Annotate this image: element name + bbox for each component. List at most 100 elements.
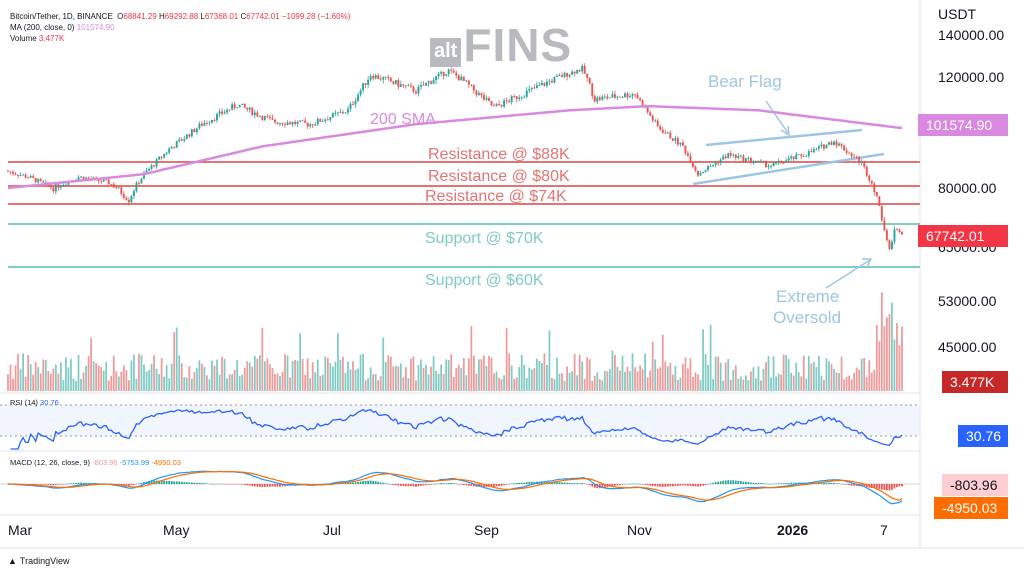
- volume-bar: [357, 368, 359, 391]
- volume-bar: [797, 372, 800, 391]
- macd-histogram-bar: [417, 484, 420, 487]
- candle: [112, 182, 115, 189]
- volume-bar: [676, 379, 679, 391]
- candle: [384, 76, 387, 81]
- price-tick: 120000.00: [938, 69, 1005, 85]
- volume-bar: [858, 369, 861, 391]
- candle: [850, 152, 853, 159]
- macd-histogram-bar: [510, 483, 513, 485]
- macd-histogram-bar: [603, 484, 606, 488]
- volume-bar: [475, 373, 478, 391]
- macd-histogram-bar: [87, 482, 90, 484]
- macd-histogram-bar: [67, 483, 70, 485]
- candle: [236, 106, 239, 109]
- volume-bar: [566, 366, 568, 391]
- candle: [561, 72, 563, 78]
- candle: [127, 197, 130, 206]
- macd-histogram-bar: [734, 480, 737, 484]
- macd-histogram-bar: [566, 482, 568, 484]
- volume-bar: [354, 369, 357, 391]
- macd-histogram-bar: [744, 481, 747, 484]
- candle: [629, 93, 631, 98]
- currency-label[interactable]: USDT: [938, 6, 977, 22]
- macd-histogram-bar: [661, 484, 664, 487]
- volume-bar: [593, 375, 596, 391]
- candle: [120, 186, 123, 197]
- candle: [714, 160, 717, 168]
- volume-bar: [384, 362, 387, 391]
- candle: [704, 170, 707, 173]
- volume-bar: [878, 341, 881, 391]
- macd-histogram-bar: [568, 483, 571, 484]
- volume-bar: [420, 359, 422, 391]
- volume-bar: [70, 358, 72, 391]
- candle: [747, 156, 750, 162]
- candle: [495, 103, 498, 107]
- candle: [241, 103, 244, 105]
- macd-histogram-bar: [593, 484, 596, 488]
- volume-bar: [67, 367, 70, 391]
- candle: [845, 147, 848, 155]
- macd-histogram-bar: [261, 484, 264, 488]
- macd-histogram-bar: [269, 484, 271, 487]
- tradingview-brand[interactable]: ▲ TradingView: [8, 556, 69, 566]
- candle: [865, 165, 868, 178]
- volume-bar: [621, 355, 624, 391]
- candle: [848, 151, 851, 154]
- volume-bar: [636, 371, 639, 391]
- candle: [583, 63, 586, 75]
- macd-histogram-bar: [397, 484, 400, 486]
- macd-histogram-bar: [508, 484, 511, 485]
- macd-histogram-bar: [256, 484, 259, 487]
- candle: [324, 118, 327, 124]
- volume-bar: [845, 376, 848, 391]
- volume-bar: [193, 371, 196, 391]
- volume-bar: [490, 357, 493, 391]
- candle: [412, 85, 415, 94]
- macd-histogram-bar: [553, 482, 556, 484]
- candle: [415, 88, 417, 95]
- volume-bar: [583, 378, 586, 391]
- candle: [815, 147, 818, 151]
- volume-bar: [717, 356, 720, 391]
- candle: [485, 95, 488, 102]
- volume-bar: [251, 366, 254, 391]
- volume-bar: [432, 356, 435, 391]
- macd-histogram-bar: [886, 484, 888, 491]
- volume-bar: [520, 354, 523, 391]
- candle: [437, 71, 440, 80]
- time-tick: 2026: [777, 522, 809, 538]
- macd-histogram-bar: [853, 484, 856, 486]
- volume-bar: [442, 374, 445, 391]
- time-tick: Mar: [8, 522, 33, 538]
- volume-bar: [228, 374, 231, 391]
- volume-bar: [85, 365, 87, 391]
- volume-bar: [883, 326, 886, 391]
- volume-bar: [462, 358, 465, 391]
- volume-bar: [523, 364, 526, 391]
- candle: [563, 71, 566, 79]
- candle: [898, 228, 901, 234]
- candle: [54, 183, 57, 195]
- candle: [558, 73, 561, 77]
- volume-bar: [211, 360, 213, 391]
- candle: [679, 142, 682, 147]
- macd-histogram-bar: [520, 482, 523, 484]
- candle: [513, 94, 516, 99]
- candle: [767, 163, 770, 170]
- candle: [7, 169, 9, 173]
- volume-bar: [14, 365, 17, 391]
- macd-histogram-bar: [425, 484, 427, 486]
- oversold-annotation-1: Extreme: [776, 287, 840, 306]
- macd-histogram-bar: [382, 482, 385, 484]
- volume-bar: [896, 322, 898, 391]
- candle: [321, 118, 324, 122]
- candle: [168, 146, 171, 155]
- time-tick: 7: [880, 522, 888, 538]
- volume-bar: [790, 372, 793, 391]
- macd-histogram-bar: [402, 484, 405, 487]
- candle: [651, 114, 654, 123]
- volume-bar: [92, 361, 95, 391]
- macd-histogram-bar: [883, 484, 886, 490]
